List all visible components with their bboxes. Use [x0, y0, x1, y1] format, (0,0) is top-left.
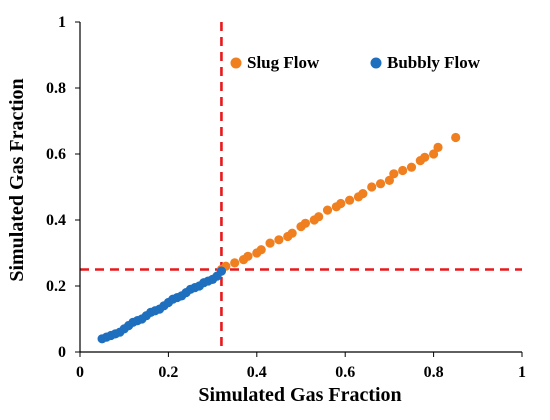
data-points [97, 132, 461, 344]
y-tick-label: 0 [58, 344, 66, 361]
slug-flow-point [429, 149, 439, 159]
x-tick-label: 0.6 [335, 364, 355, 381]
x-tick-label: 0.8 [424, 364, 444, 381]
tick-labels: 0 0.2 0.4 0.6 0.8 1 0 0.2 0.4 0.6 0.8 1 [46, 14, 526, 381]
x-tick-label: 0.2 [158, 364, 178, 381]
slug-flow-point [451, 132, 461, 143]
slug-flow-point [406, 162, 417, 172]
y-tick-label: 0.8 [46, 80, 66, 97]
legend-marker-slug-flow [230, 57, 242, 69]
slug-flow-point [389, 169, 399, 179]
slug-flow-point [336, 198, 346, 209]
legend-marker-bubbly-flow [370, 57, 382, 69]
slug-flow-point [322, 205, 333, 215]
x-tick-label: 0.4 [247, 364, 267, 381]
y-tick-label: 1 [58, 14, 66, 31]
slug-flow-point [375, 179, 386, 189]
slug-flow-point [420, 152, 430, 162]
slug-flow-point [314, 212, 324, 222]
y-axis-title: Simulated Gas Fraction [6, 78, 28, 281]
slug-flow-point [367, 182, 377, 192]
x-tick-label: 1 [518, 364, 526, 381]
slug-flow-point [300, 218, 311, 228]
x-axis-title: Simulated Gas Fraction [198, 384, 401, 406]
y-tick-label: 0.6 [46, 146, 66, 163]
slug-flow-point [265, 238, 275, 248]
slug-flow-point [384, 175, 394, 185]
y-tick-label: 0.2 [46, 278, 66, 295]
slug-flow-point [256, 245, 266, 255]
slug-flow-point [433, 142, 443, 152]
bubbly-flow-point [216, 266, 227, 276]
slug-flow-point [358, 189, 368, 199]
legend: Slug Flow Bubbly Flow [230, 53, 481, 72]
legend-label-slug-flow: Slug Flow [247, 53, 320, 72]
slug-flow-point [398, 165, 408, 176]
x-tick-label: 0 [76, 364, 84, 381]
slug-flow-point [345, 195, 355, 205]
slug-flow-point [243, 251, 253, 261]
slug-flow-point [287, 228, 297, 238]
reference-lines [80, 22, 522, 352]
slug-flow-point [274, 235, 284, 245]
legend-label-bubbly-flow: Bubbly Flow [387, 53, 481, 72]
slug-flow-point [230, 258, 240, 268]
axes [79, 22, 522, 353]
y-tick-label: 0.4 [46, 212, 66, 229]
